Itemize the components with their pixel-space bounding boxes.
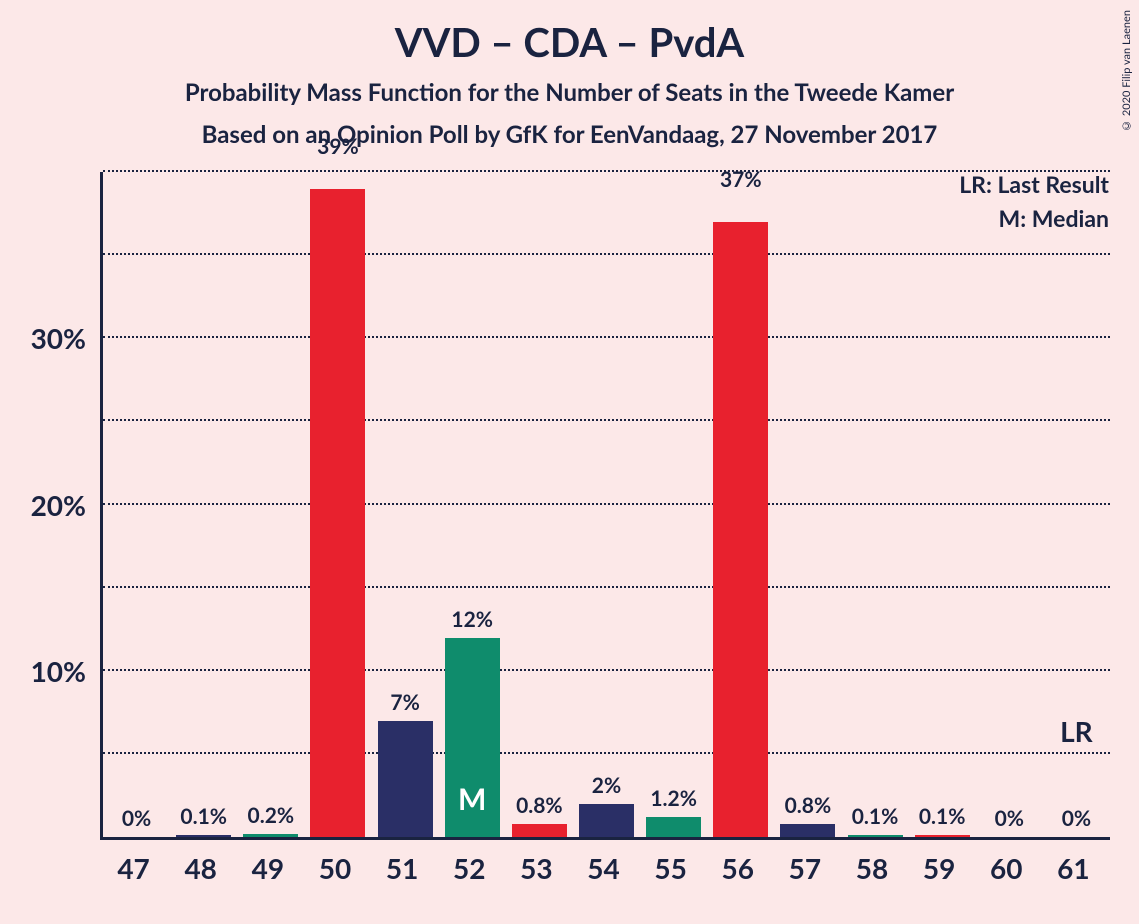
bar-value-label: 0%	[1062, 806, 1091, 831]
bar	[243, 834, 298, 837]
x-axis-tick-label: 50	[319, 851, 351, 885]
bar	[512, 824, 567, 837]
y-axis-tick-label: 30%	[0, 321, 86, 355]
x-axis-tick-label: 52	[453, 851, 485, 885]
gridline	[103, 752, 1110, 754]
gridline	[103, 170, 1110, 172]
y-axis-tick-label: 20%	[0, 488, 86, 522]
gridline	[103, 419, 1110, 421]
bar	[378, 721, 433, 837]
bar-value-label: 0.2%	[248, 803, 295, 828]
x-axis-tick-label: 55	[654, 851, 686, 885]
bar	[848, 835, 903, 837]
copyright-text: © 2020 Filip van Laenen	[1120, 10, 1133, 132]
chart-container: VVD – CDA – PvdA Probability Mass Functi…	[0, 0, 1139, 924]
gridline	[103, 669, 1110, 671]
x-axis-tick-label: 56	[722, 851, 754, 885]
bar-value-label: 0%	[995, 806, 1024, 831]
median-marker: M	[458, 781, 486, 817]
bar-value-label: 0.1%	[180, 804, 227, 829]
x-axis-tick-label: 47	[117, 851, 149, 885]
gridline	[103, 253, 1110, 255]
x-axis-tick-label: 51	[386, 851, 418, 885]
bar	[579, 804, 634, 837]
bar-value-label: 12%	[451, 607, 493, 632]
bar-value-label: 0%	[122, 806, 151, 831]
x-axis-tick-label: 54	[587, 851, 619, 885]
bar	[780, 824, 835, 837]
bar-value-label: 1.2%	[650, 786, 697, 811]
x-axis-tick-label: 61	[1057, 851, 1089, 885]
bar-value-label: 0.8%	[516, 793, 563, 818]
x-axis-tick-label: 60	[990, 851, 1022, 885]
bar-value-label: 2%	[592, 773, 621, 798]
x-axis-tick-label: 48	[184, 851, 216, 885]
gridline	[103, 336, 1110, 338]
gridline	[103, 503, 1110, 505]
bar	[713, 222, 768, 837]
bar	[310, 189, 365, 837]
bar	[915, 835, 970, 837]
bar	[176, 835, 231, 837]
x-axis-tick-label: 53	[520, 851, 552, 885]
bar-value-label: 0.1%	[919, 804, 966, 829]
gridline	[103, 586, 1110, 588]
plot-area: 0%0.1%0.2%39%7%12%0.8%2%1.2%37%0.8%0.1%0…	[100, 172, 1110, 840]
bar-value-label: 7%	[390, 690, 419, 715]
last-result-marker: LR	[1060, 714, 1093, 748]
x-axis-tick-label: 57	[789, 851, 821, 885]
bar	[646, 817, 701, 837]
bar-value-label: 0.8%	[785, 793, 832, 818]
chart-subtitle-1: Probability Mass Function for the Number…	[0, 78, 1139, 107]
bar-value-label: 39%	[317, 134, 359, 159]
bar-value-label: 37%	[720, 167, 762, 192]
x-axis-tick-label: 59	[923, 851, 955, 885]
x-axis-tick-label: 58	[856, 851, 888, 885]
bar-value-label: 0.1%	[852, 804, 899, 829]
x-axis-tick-label: 49	[252, 851, 284, 885]
chart-title: VVD – CDA – PvdA	[0, 18, 1139, 66]
chart-subtitle-2: Based on an Opinion Poll by GfK for EenV…	[0, 120, 1139, 149]
y-axis-tick-label: 10%	[0, 654, 86, 688]
